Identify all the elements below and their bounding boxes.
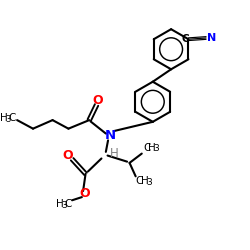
Text: H: H — [56, 200, 64, 209]
Text: C: C — [65, 200, 72, 209]
Text: C: C — [136, 176, 143, 186]
Text: C: C — [143, 143, 150, 153]
Text: 3: 3 — [5, 115, 10, 124]
Text: H: H — [148, 143, 156, 153]
Text: C: C — [182, 34, 189, 44]
Text: H: H — [110, 147, 118, 160]
Text: O: O — [92, 94, 103, 107]
Text: 3: 3 — [146, 178, 152, 187]
Text: C: C — [8, 113, 16, 123]
Text: N: N — [104, 130, 116, 142]
Text: H: H — [0, 113, 8, 123]
Text: O: O — [79, 188, 90, 200]
Text: N: N — [207, 33, 216, 43]
Text: H: H — [141, 176, 149, 186]
Text: O: O — [62, 149, 73, 162]
Text: 3: 3 — [61, 201, 67, 210]
Text: 3: 3 — [154, 144, 159, 154]
